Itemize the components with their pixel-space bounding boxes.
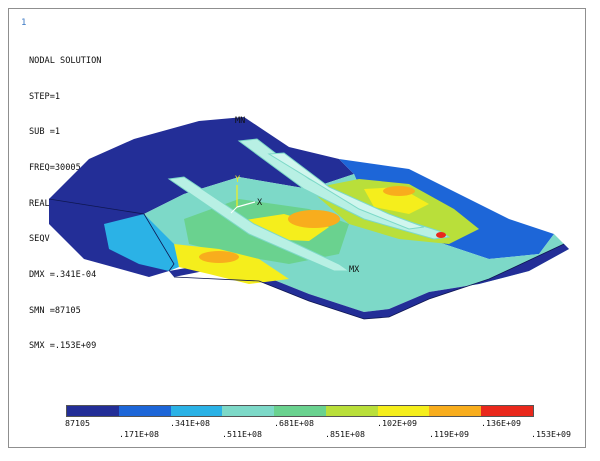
model-top-back — [49, 117, 354, 214]
legend-label-bottom-4: .119E+09 — [429, 429, 469, 439]
stress-zone-orange-3 — [383, 186, 415, 196]
info-title: NODAL SOLUTION — [29, 55, 102, 66]
stress-zone-cyan-left — [104, 214, 179, 271]
model-edge-lines — [48, 198, 175, 272]
legend-swatch-5 — [274, 406, 326, 416]
info-substep: SUB =1 — [29, 127, 61, 138]
legend-swatch-1 — [67, 406, 119, 416]
contour-legend-bar — [66, 405, 534, 417]
legend-label-top-2: .341E+08 — [170, 418, 210, 428]
stress-zone-yellow-3 — [364, 187, 429, 214]
legend-label-top-3: .681E+08 — [274, 418, 314, 428]
stiffener-rib-1 — [167, 176, 351, 272]
triad-y-label: Y — [235, 175, 240, 185]
info-frequency: FREQ=30005 — [29, 162, 81, 173]
legend-swatch-6 — [325, 406, 378, 416]
legend-label-bottom-5: .153E+09 — [531, 429, 571, 439]
legend-label-bottom-1: .171E+08 — [119, 429, 159, 439]
stress-zone-green-2 — [309, 179, 479, 244]
solution-info-block: NODAL SOLUTION STEP=1 SUB =1 FREQ=30005 … — [29, 32, 107, 377]
window-number: 1 — [21, 18, 27, 28]
legend-label-bottom-2: .511E+08 — [222, 429, 262, 439]
legend-label-top-5: .136E+09 — [481, 418, 521, 428]
stress-zone-orange-2 — [199, 251, 239, 263]
info-smn: SMN =87105 — [29, 305, 81, 316]
legend-label-bottom-3: .851E+08 — [325, 429, 365, 439]
max-marker: MX — [349, 265, 360, 275]
legend-swatch-2 — [118, 406, 171, 416]
info-smx: SMX =.153E+09 — [29, 341, 97, 352]
legend-label-top-4: .102E+09 — [377, 418, 417, 428]
stress-zone-orange-1 — [288, 210, 340, 228]
graphics-window[interactable]: 1 NODAL SOLUTION STEP=1 SUB =1 FREQ=3000… — [8, 8, 586, 448]
fe-model-plot[interactable]: Y X MN MX — [9, 9, 585, 447]
coordinate-triad: Y X — [230, 175, 263, 214]
info-dmx: DMX =.341E-04 — [29, 270, 97, 281]
legend-swatch-7 — [377, 406, 430, 416]
legend-swatch-8 — [429, 406, 482, 416]
legend-label-top-1: 87105 — [65, 418, 90, 428]
stress-max-spot — [436, 232, 446, 238]
legend-swatch-4 — [222, 406, 275, 416]
min-marker: MN — [235, 116, 245, 126]
legend-swatch-9 — [481, 406, 534, 416]
stiffener-rib-3 — [267, 152, 425, 230]
triad-x-label: X — [257, 198, 263, 208]
info-step: STEP=1 — [29, 91, 61, 102]
legend-swatch-3 — [170, 406, 223, 416]
model-edge-lines-2 — [173, 243, 565, 320]
